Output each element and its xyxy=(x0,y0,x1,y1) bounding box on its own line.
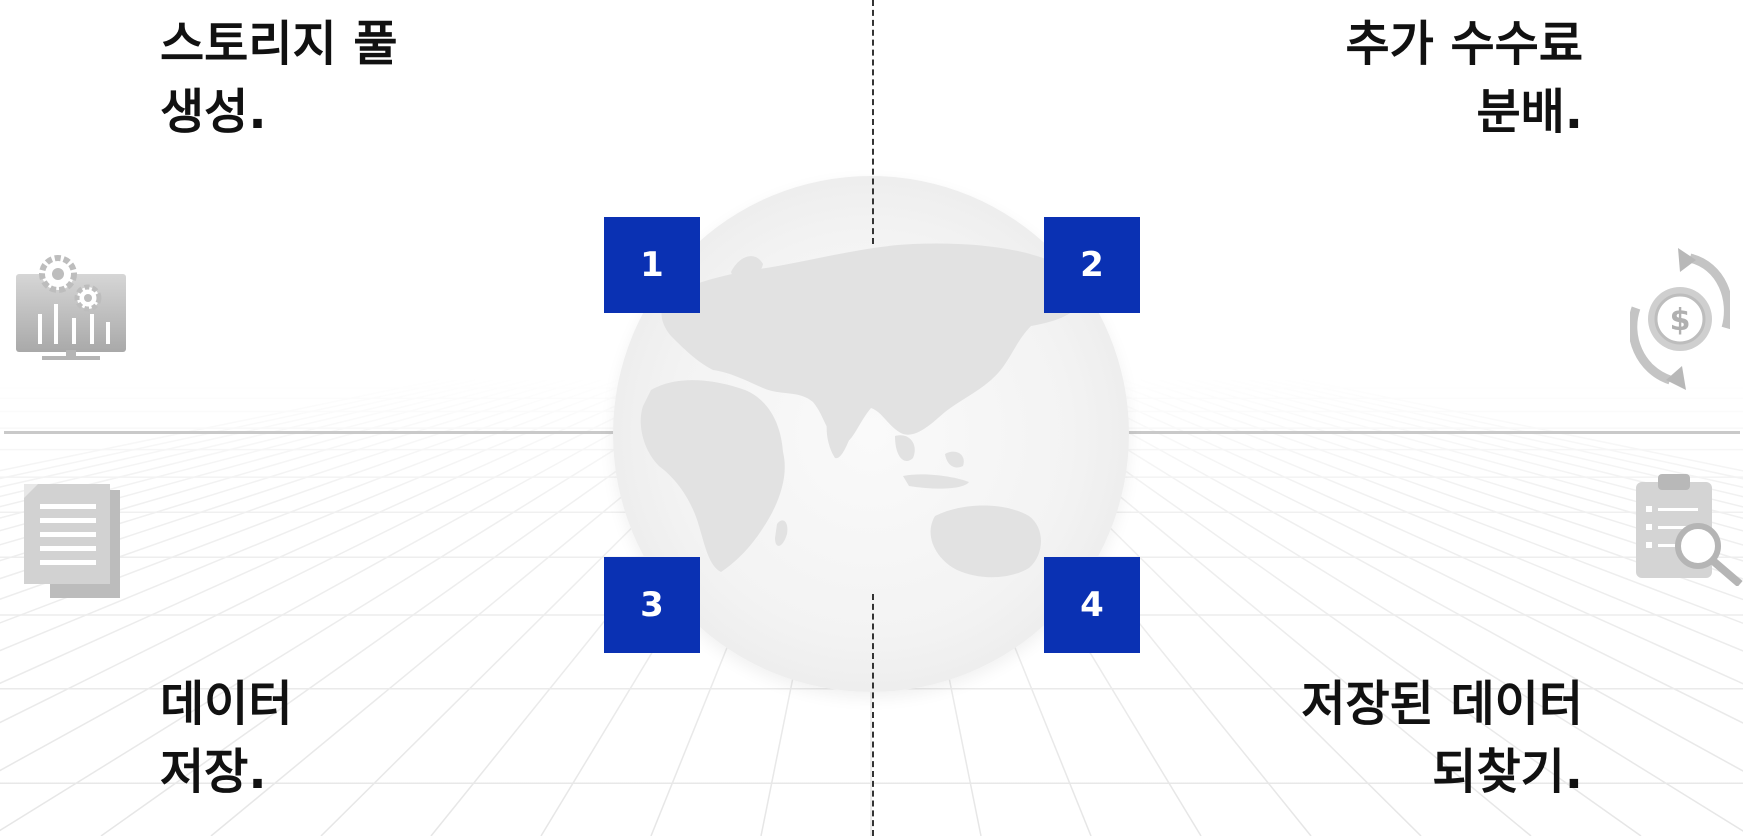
step-1-label-line-1: 스토리지 풀 xyxy=(160,16,398,72)
step-2-number: 2 xyxy=(1080,245,1104,285)
step-2-label: 추가 수수료 분배. xyxy=(1345,10,1583,146)
step-3-label-line-2: 저장. xyxy=(160,744,267,800)
step-3-number: 3 xyxy=(640,585,664,625)
step-4-label-line-2: 되찾기. xyxy=(1432,744,1583,800)
svg-text:$: $ xyxy=(1670,303,1691,338)
settings-monitor-icon xyxy=(16,255,126,360)
dollar-cycle-icon: $ xyxy=(1630,248,1730,390)
document-stack-icon xyxy=(24,484,120,598)
step-1-label-line-2: 생성. xyxy=(160,84,267,140)
step-1-label: 스토리지 풀 생성. xyxy=(160,10,398,146)
step-1-number-box: 1 xyxy=(604,217,700,313)
step-2-label-line-1: 추가 수수료 xyxy=(1345,16,1583,72)
clipboard-search-icon xyxy=(1636,474,1743,586)
step-2-label-line-2: 분배. xyxy=(1476,84,1583,140)
step-4-label: 저장된 데이터 되찾기. xyxy=(1301,670,1583,806)
step-2-number-box: 2 xyxy=(1044,217,1140,313)
step-3-label: 데이터 저장. xyxy=(160,670,292,806)
step-3-label-line-1: 데이터 xyxy=(160,676,293,732)
step-3-number-box: 3 xyxy=(604,557,700,653)
step-4-number-box: 4 xyxy=(1044,557,1140,653)
step-1-number: 1 xyxy=(640,245,664,285)
vertical-divider-bottom xyxy=(872,594,874,836)
vertical-divider-top xyxy=(872,0,874,244)
step-4-number: 4 xyxy=(1080,585,1104,625)
step-4-label-line-1: 저장된 데이터 xyxy=(1301,676,1583,732)
world-map-icon xyxy=(640,243,1082,591)
